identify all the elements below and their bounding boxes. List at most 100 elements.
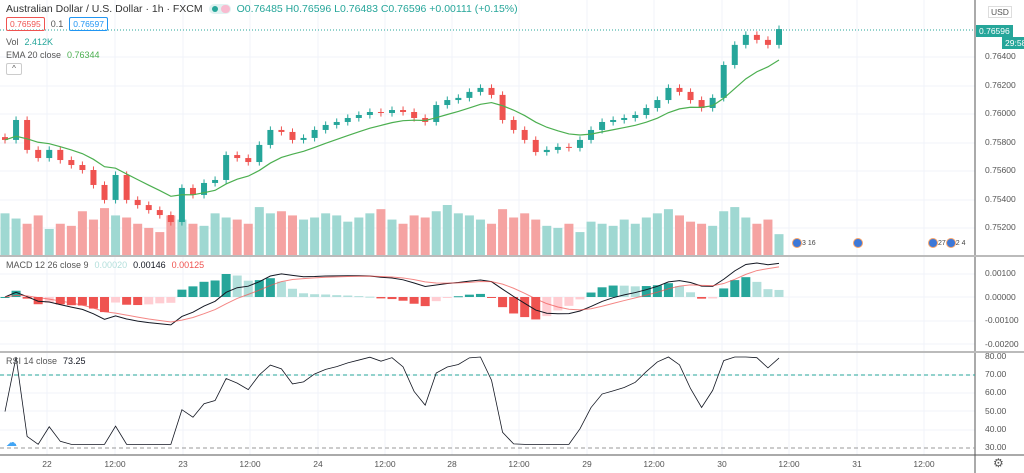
- candle: [444, 100, 451, 106]
- volume-bar: [332, 215, 342, 255]
- sell-button[interactable]: 0.76595: [6, 17, 45, 31]
- price-tick-label: 0.75400: [985, 193, 1016, 204]
- symbol-title[interactable]: Australian Dollar / U.S. Dollar · 1h · F…: [6, 3, 203, 15]
- rsi-tick-label: 70.00: [985, 369, 1007, 380]
- macd-histogram-bar: [663, 283, 673, 297]
- macd-histogram-bar: [354, 296, 364, 298]
- macd-histogram-bar: [431, 297, 441, 302]
- macd-signal-value: 0.00125: [171, 260, 205, 270]
- au-flag-icon: [853, 238, 863, 248]
- price-tick-label: 0.76000: [985, 108, 1016, 118]
- macd-histogram-bar: [686, 292, 696, 297]
- candle: [610, 119, 617, 122]
- candle: [477, 87, 484, 92]
- volume-bar: [310, 217, 320, 255]
- volume-bar: [420, 217, 430, 255]
- candle: [145, 205, 152, 211]
- macd-histogram-bar: [553, 297, 563, 311]
- candle: [687, 91, 694, 101]
- macd-histogram-bar: [752, 281, 762, 297]
- rsi-tick-label: 40.00: [985, 423, 1007, 434]
- buy-button[interactable]: 0.76597: [69, 17, 108, 31]
- macd-histogram-bar: [498, 297, 508, 308]
- economic-event-au[interactable]: [853, 238, 863, 248]
- volume-bar: [652, 213, 662, 255]
- candle: [599, 121, 606, 130]
- candle: [576, 139, 583, 148]
- candle: [742, 34, 749, 45]
- volume-legend[interactable]: Vol 2.412K: [6, 37, 53, 47]
- economic-event-us[interactable]: 3 16: [792, 238, 816, 248]
- collapse-legend-button[interactable]: ^: [6, 63, 22, 75]
- volume-bar: [22, 223, 32, 255]
- last-price-tag: 0.76596: [976, 25, 1013, 37]
- macd-signal-line: [4, 266, 780, 323]
- candle: [112, 174, 119, 200]
- economic-event-us-2[interactable]: 27 2 4: [928, 238, 966, 248]
- candle: [621, 117, 628, 120]
- us-flag-icon: [792, 238, 802, 248]
- price-tick-label: 0.75600: [985, 165, 1016, 175]
- time-tick-label: 12:00: [913, 459, 935, 469]
- us-flag-icon: [945, 238, 956, 248]
- macd-histogram-bar: [763, 289, 773, 297]
- volume-bar: [88, 219, 98, 255]
- settings-gear-icon[interactable]: ⚙: [993, 456, 1004, 470]
- volume-bar: [564, 223, 574, 255]
- rsi-tick-label: 80.00: [985, 351, 1007, 361]
- macd-histogram-bar: [475, 293, 485, 297]
- macd-histogram-bar: [520, 297, 530, 318]
- currency-label[interactable]: USD: [988, 6, 1012, 18]
- macd-histogram-bar: [774, 289, 784, 297]
- candle: [355, 114, 362, 118]
- ohlc-values: O0.76485 H0.76596 L0.76483 C0.76596 +0.0…: [236, 3, 518, 15]
- candle: [377, 112, 384, 114]
- macd-histogram-bar: [321, 294, 331, 297]
- us-flag-icon: [928, 238, 938, 248]
- macd-histogram-bar: [509, 297, 519, 314]
- ema-legend[interactable]: EMA 20 close 0.76344: [6, 50, 100, 60]
- volume-bar: [100, 208, 110, 255]
- cloud-icon[interactable]: ☁: [6, 437, 17, 449]
- rsi-legend[interactable]: RSI 14 close 73.25: [6, 356, 86, 366]
- time-tick-label: 22: [42, 459, 52, 469]
- volume-bar: [55, 223, 65, 255]
- candle: [588, 129, 595, 140]
- candle: [90, 170, 97, 185]
- candle: [676, 87, 683, 92]
- macd-histogram-bar: [608, 285, 618, 297]
- candle: [488, 87, 495, 95]
- volume-bar: [177, 219, 187, 255]
- macd-tick-label: 0.00000: [985, 291, 1016, 302]
- candle: [234, 155, 241, 159]
- volume-bar: [763, 219, 773, 255]
- candle: [35, 149, 42, 159]
- candle: [68, 160, 75, 166]
- volume-bar: [520, 213, 530, 255]
- candle: [455, 97, 462, 101]
- candle: [278, 129, 285, 132]
- candle: [709, 97, 716, 109]
- time-tick-label: 23: [178, 459, 188, 469]
- macd-legend[interactable]: MACD 12 26 close 9 0.00020 0.00146 0.00125: [6, 260, 204, 270]
- volume-bar: [431, 211, 441, 255]
- candle: [212, 179, 219, 183]
- volume-bar: [531, 219, 541, 255]
- time-tick-label: 31: [852, 459, 862, 469]
- rsi-value: 73.25: [63, 356, 86, 366]
- macd-histogram-bar: [365, 296, 375, 298]
- volume-bar: [608, 225, 618, 255]
- time-tick-label: 12:00: [508, 459, 530, 469]
- volume-bar: [265, 213, 275, 255]
- macd-histogram-bar: [44, 297, 54, 303]
- macd-histogram-bar: [11, 290, 21, 297]
- candle: [46, 149, 53, 159]
- macd-histogram-bar: [564, 297, 574, 306]
- event-count: 4: [961, 239, 966, 247]
- volume-bar: [442, 205, 452, 255]
- candle: [654, 100, 661, 109]
- spread: 0.1: [50, 19, 64, 29]
- volume-bar: [475, 219, 485, 255]
- volume-bar: [498, 209, 508, 255]
